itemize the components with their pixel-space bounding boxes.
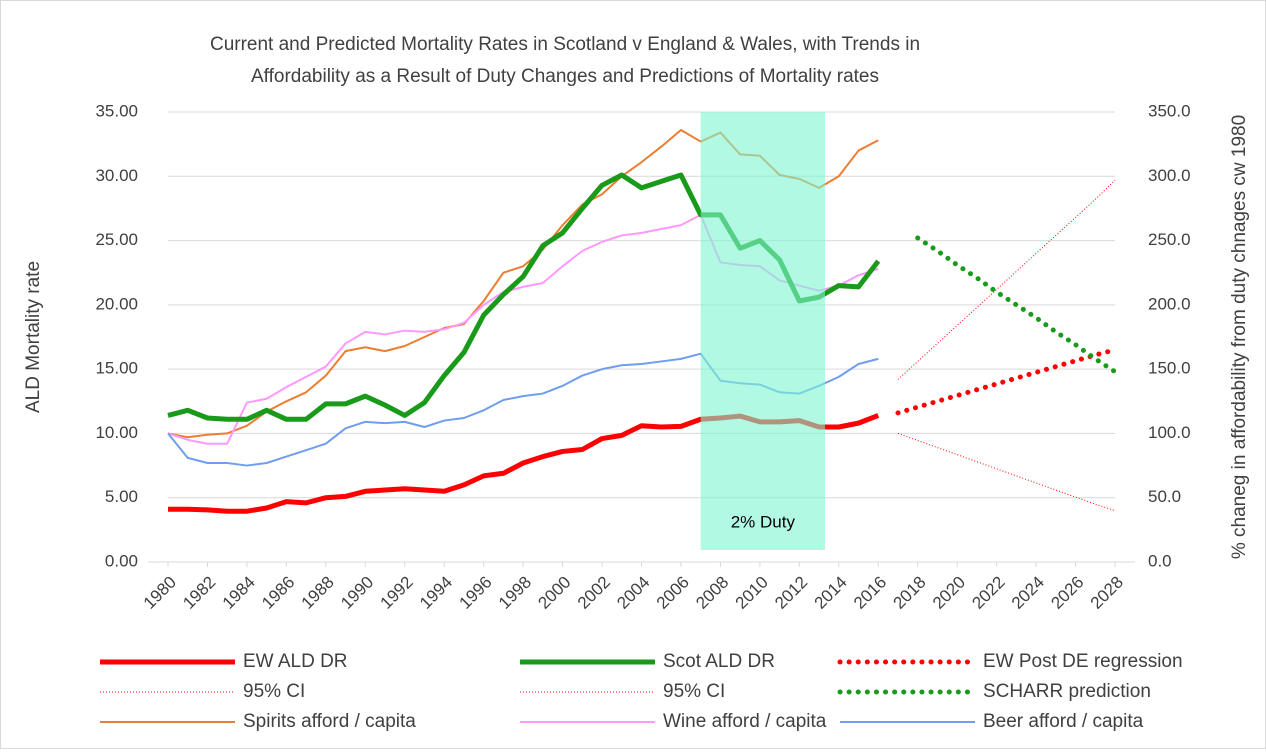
y-tick-label: 30.00 — [95, 166, 138, 185]
chart-title: Current and Predicted Mortality Rates in… — [210, 34, 920, 55]
y-tick-label: 0.00 — [105, 551, 138, 570]
y2-tick-label: 50.0 — [1148, 487, 1181, 506]
legend-label: EW ALD DR — [243, 651, 348, 672]
series-line — [897, 179, 1116, 380]
chart-subtitle: Affordability as a Result of Duty Change… — [251, 66, 879, 87]
duty-band — [700, 112, 825, 550]
legend-label: Beer afford / capita — [983, 711, 1144, 732]
y2-tick-label: 150.0 — [1148, 359, 1191, 378]
legend-label: Wine afford / capita — [663, 711, 827, 732]
series-line — [897, 432, 1116, 512]
y2-tick-label: 350.0 — [1148, 101, 1191, 120]
series-line — [915, 235, 1118, 375]
y-axis-label: ALD Mortality rate — [23, 261, 44, 413]
y2-tick-label: 250.0 — [1148, 230, 1191, 249]
y2-tick-label: 100.0 — [1148, 423, 1191, 442]
y-tick-label: 35.00 — [95, 101, 138, 120]
band-label: 2% Duty — [731, 512, 796, 531]
y2-tick-label: 200.0 — [1148, 294, 1191, 313]
legend-label: EW Post DE regression — [983, 651, 1183, 672]
y-tick-label: 15.00 — [95, 359, 138, 378]
series-line — [895, 347, 1118, 416]
legend-label: 95% CI — [243, 681, 305, 702]
legend-label: Spirits afford / capita — [243, 711, 416, 732]
y-tick-label: 25.00 — [95, 230, 138, 249]
y-tick-label: 5.00 — [105, 487, 138, 506]
y2-axis-label: % chaneg in affordability from duty chna… — [1229, 115, 1250, 559]
y-tick-label: 20.00 — [95, 294, 138, 313]
y2-tick-label: 0.0 — [1148, 551, 1172, 570]
y2-tick-label: 300.0 — [1148, 166, 1191, 185]
legend-label: SCHARR prediction — [983, 681, 1151, 702]
legend-label: Scot ALD DR — [663, 651, 775, 672]
legend-label: 95% CI — [663, 681, 725, 702]
y-tick-label: 10.00 — [95, 423, 138, 442]
